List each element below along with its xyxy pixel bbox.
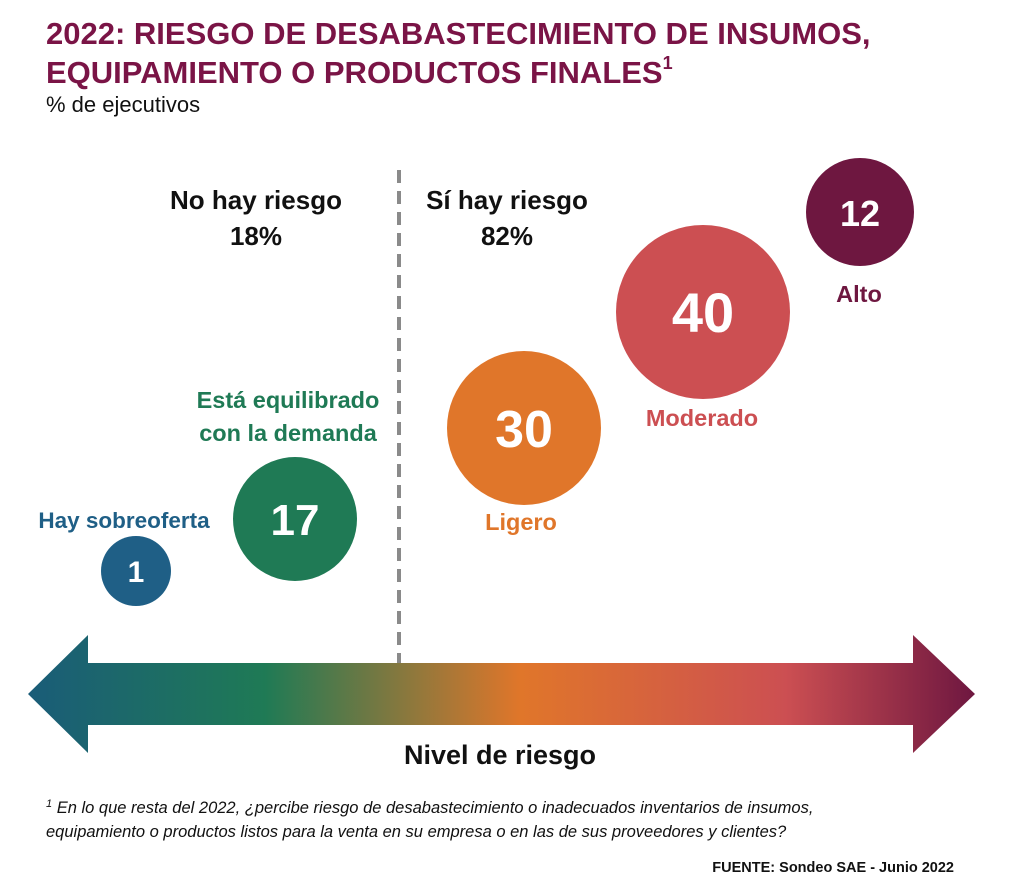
axis-label: Nivel de riesgo (404, 740, 596, 770)
risk-level-arrow (28, 635, 975, 753)
footnote-line-2: equipamiento o productos listos para la … (46, 823, 787, 841)
group-label-no-risk: No hay riesgo (170, 185, 342, 215)
bubble-alto: 12 Alto (806, 158, 914, 307)
bubble-value-ligero: 30 (495, 401, 553, 459)
group-label-risk: Sí hay riesgo (426, 185, 588, 215)
source-note: FUENTE: Sondeo SAE - Junio 2022 (712, 860, 954, 876)
group-value-no-risk: 18% (230, 221, 282, 251)
bubble-circle-equilibrado (233, 457, 357, 581)
bubble-label-ligero: Ligero (485, 509, 557, 535)
footnote-marker: 1 (46, 798, 53, 810)
bubble-label-alto: Alto (836, 281, 882, 307)
bubble-value-moderado: 40 (672, 281, 734, 344)
footnote: 1 En lo que resta del 2022, ¿percibe rie… (46, 796, 996, 844)
bubble-label-equilibrado-line-1: Está equilibrado (197, 387, 380, 413)
bubble-sobreoferta: 1 Hay sobreoferta (38, 508, 210, 606)
title-line-1: 2022: RIESGO DE DESABASTECIMIENTO DE INS… (46, 16, 871, 51)
bubble-circle-moderado (616, 225, 790, 399)
bubble-value-equilibrado: 17 (271, 496, 320, 545)
bubble-value-sobreoferta: 1 (128, 556, 145, 589)
bubble-value-alto: 12 (840, 193, 880, 234)
bubble-equilibrado: 17 Está equilibrado con la demanda (197, 387, 380, 581)
footnote-line-1-text: En lo que resta del 2022, ¿percibe riesg… (56, 799, 814, 817)
bubble-moderado: 40 Moderado (616, 225, 790, 431)
group-value-risk: 82% (481, 221, 533, 251)
bubble-ligero: 30 Ligero (447, 351, 601, 535)
footnote-line-1: 1 En lo que resta del 2022, ¿percibe rie… (46, 796, 996, 820)
bubble-label-equilibrado-line-2: con la demanda (199, 420, 378, 446)
chart-subtitle: % de ejecutivos (46, 92, 201, 117)
title-line-2: EQUIPAMIENTO O PRODUCTOS FINALES1 (46, 53, 1006, 92)
bubble-circle-sobreoferta (101, 536, 171, 606)
bubble-circle-ligero (447, 351, 601, 505)
bubble-label-sobreoferta: Hay sobreoferta (38, 508, 210, 533)
title-line-2-text: EQUIPAMIENTO O PRODUCTOS FINALES (46, 55, 663, 90)
bubble-circle-alto (806, 158, 914, 266)
bubble-label-moderado: Moderado (646, 405, 758, 431)
chart-title: 2022: RIESGO DE DESABASTECIMIENTO DE INS… (46, 14, 1006, 92)
title-footnote-marker: 1 (662, 53, 673, 73)
